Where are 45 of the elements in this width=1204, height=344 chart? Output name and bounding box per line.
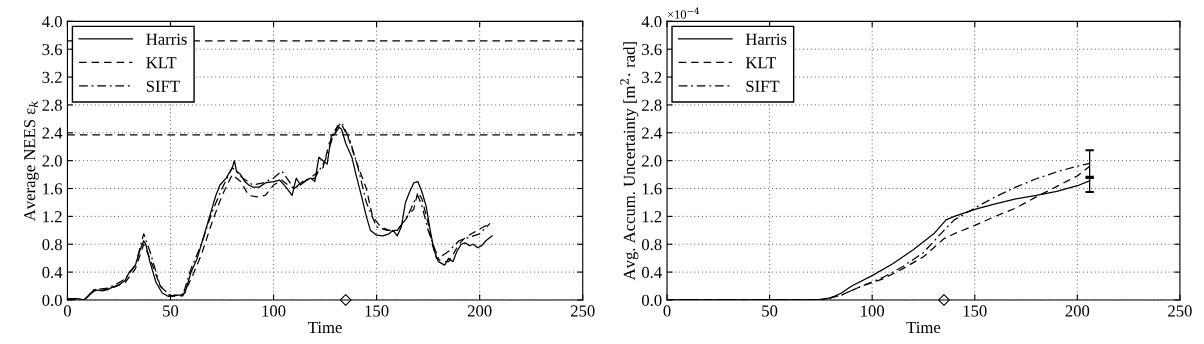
- y-tick-label: 2.0: [42, 155, 62, 167]
- x-tick-label: 150: [365, 305, 389, 317]
- y-tick-label: 1.6: [43, 183, 63, 195]
- y-tick-label: 0.8: [42, 238, 62, 251]
- y-tick-label: 1.2: [642, 211, 662, 223]
- x-axis-title: Time: [308, 321, 342, 334]
- y-tick-label: 1.2: [43, 211, 62, 223]
- legend-label: SIFT: [746, 80, 780, 92]
- legend-label: KLT: [745, 57, 776, 69]
- x-tick-label: 250: [1168, 305, 1192, 317]
- x-tick-label: 0: [63, 305, 71, 317]
- y-tick-label: 3.2: [42, 71, 62, 84]
- x-tick-label: 150: [963, 305, 987, 317]
- y-tick-label: 4.0: [42, 16, 62, 28]
- x-tick-label: 100: [262, 305, 286, 317]
- y-tick-label: 2.8: [42, 99, 62, 111]
- y-tick-label: 2.8: [642, 99, 662, 111]
- y-tick-label: 2.4: [642, 127, 662, 139]
- y-tick-label: 0.0: [42, 294, 62, 306]
- legend-label: KLT: [146, 57, 177, 69]
- y-tick-label: 3.6: [642, 43, 662, 56]
- y-tick-label: 2.0: [642, 155, 662, 167]
- y-tick-label: 0.8: [641, 238, 662, 251]
- x-tick-label: 50: [163, 305, 179, 317]
- x-tick-label: 50: [762, 305, 778, 317]
- y-tick-label: 0.4: [641, 266, 662, 279]
- legend-label: SIFT: [146, 80, 180, 92]
- x-axis-title: Time: [906, 321, 941, 334]
- legend-label: Harris: [146, 33, 187, 45]
- x-tick-label: 200: [1065, 305, 1090, 317]
- x-tick-label: 250: [570, 305, 595, 317]
- y-tick-label: 2.4: [42, 127, 63, 139]
- x-tick-label: 0: [663, 305, 671, 317]
- x-tick-label: 200: [467, 305, 492, 317]
- y-tick-label: 3.2: [642, 71, 662, 84]
- y-tick-label: 0.0: [641, 294, 662, 306]
- y-tick-label: 1.6: [642, 183, 662, 195]
- y-tick-label: 0.4: [42, 266, 63, 279]
- y-axis-title: Avg. Accum. Uncertainty [m$^{2}$· rad]: [620, 42, 639, 281]
- x-tick-label: 100: [861, 305, 885, 317]
- y-tick-label: 4.0: [641, 16, 662, 28]
- y-axis-title: Average NEES ε$_{k}$: [24, 101, 39, 222]
- text: ×10$^{−4}$: [668, 7, 700, 19]
- y-tick-label: 3.6: [42, 43, 63, 56]
- legend-label: Harris: [745, 33, 787, 45]
